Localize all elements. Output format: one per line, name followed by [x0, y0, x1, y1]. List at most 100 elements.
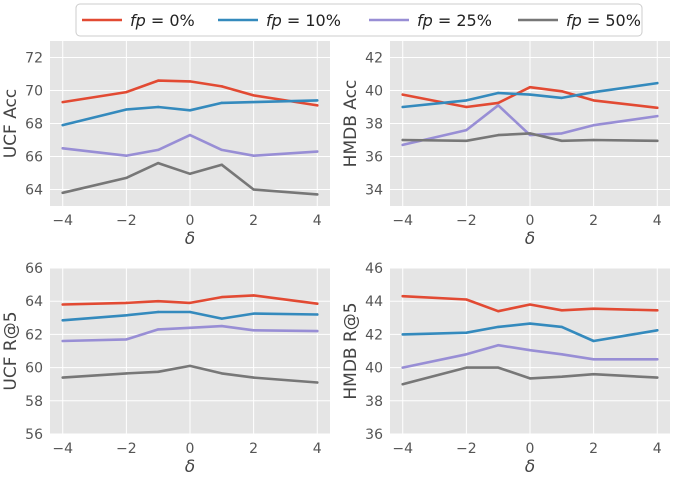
- data-point: [220, 85, 224, 88]
- data-point: [496, 104, 500, 107]
- legend-item: fp = 25%: [369, 11, 492, 30]
- data-point: [220, 163, 224, 166]
- data-point: [528, 377, 532, 380]
- data-point: [401, 105, 404, 109]
- y-axis-label: UCF Acc: [1, 89, 21, 159]
- legend-label: fp = 50%: [566, 11, 641, 30]
- data-point: [220, 295, 224, 299]
- data-point: [560, 132, 564, 135]
- data-point: [316, 329, 319, 333]
- data-point: [252, 100, 255, 104]
- y-tick-label: 44: [365, 294, 383, 310]
- y-tick-label: 36: [365, 150, 383, 166]
- data-point: [560, 325, 564, 329]
- data-point: [560, 309, 564, 312]
- y-tick-label: 58: [25, 394, 43, 410]
- data-point: [125, 90, 128, 94]
- data-point: [61, 147, 64, 150]
- data-point: [401, 138, 404, 142]
- x-tick-label: 2: [589, 213, 598, 229]
- legend-label: fp = 10%: [266, 11, 341, 30]
- legend-item: fp = 50%: [518, 11, 641, 30]
- x-tick-label: −2: [456, 213, 477, 229]
- data-point: [592, 373, 595, 376]
- x-axis-label: δ: [525, 457, 535, 477]
- data-point: [188, 310, 192, 314]
- x-tick-label: −2: [456, 441, 477, 457]
- y-tick-label: 68: [25, 117, 43, 133]
- data-point: [188, 133, 192, 137]
- data-point: [656, 358, 659, 361]
- data-point: [252, 188, 255, 191]
- data-point: [125, 314, 128, 317]
- data-point: [496, 366, 500, 369]
- data-point: [61, 100, 64, 104]
- x-tick-label: 4: [653, 213, 662, 229]
- legend-item: fp = 0%: [82, 11, 195, 30]
- y-tick-label: 38: [365, 394, 383, 410]
- data-point: [252, 294, 255, 297]
- data-point: [156, 148, 160, 152]
- x-tick-label: −4: [52, 213, 73, 229]
- data-point: [125, 301, 128, 305]
- data-point: [252, 376, 255, 379]
- data-point: [592, 123, 595, 127]
- data-point: [560, 375, 564, 378]
- x-tick-label: −2: [116, 441, 137, 457]
- data-point: [156, 161, 160, 165]
- data-point: [61, 319, 64, 322]
- data-point: [125, 108, 128, 111]
- data-point: [316, 302, 319, 305]
- data-point: [560, 90, 564, 93]
- data-point: [156, 79, 160, 82]
- y-axis-label: HMDB R@5: [341, 302, 361, 399]
- data-point: [465, 139, 468, 143]
- x-tick-label: 0: [526, 441, 535, 457]
- x-tick-label: −2: [116, 213, 137, 229]
- data-point: [656, 139, 659, 143]
- y-tick-label: 62: [25, 327, 43, 343]
- data-point: [61, 376, 64, 379]
- legend-label: fp = 0%: [130, 11, 195, 30]
- data-point: [560, 353, 564, 356]
- y-tick-label: 40: [365, 361, 383, 377]
- data-point: [125, 176, 128, 180]
- x-axis-label: δ: [185, 229, 195, 249]
- data-point: [61, 191, 64, 194]
- data-point: [252, 329, 255, 332]
- data-point: [156, 105, 160, 109]
- data-point: [528, 303, 532, 306]
- data-point: [401, 383, 404, 386]
- data-point: [401, 333, 404, 336]
- data-point: [401, 93, 404, 96]
- y-axis-label: HMDB Acc: [341, 80, 361, 168]
- data-point: [125, 338, 128, 341]
- y-tick-label: 66: [25, 261, 43, 277]
- data-point: [528, 322, 532, 325]
- data-point: [592, 90, 595, 94]
- data-point: [61, 303, 64, 306]
- data-point: [528, 348, 532, 352]
- data-point: [220, 324, 224, 328]
- data-point: [656, 309, 659, 312]
- data-point: [316, 99, 319, 102]
- data-point: [465, 99, 468, 102]
- panel-hmdb-r5: 36 38 40 42 44 46 −4 −2 0 2 4 δ HMDB R@5: [341, 261, 670, 477]
- y-tick-label: 42: [365, 51, 383, 67]
- data-point: [61, 339, 64, 343]
- y-tick-label: 64: [25, 294, 43, 310]
- data-point: [252, 312, 255, 315]
- legend: fp = 0% fp = 10% fp = 25% fp = 50%: [75, 3, 643, 37]
- data-point: [188, 109, 192, 112]
- data-point: [465, 366, 468, 369]
- data-point: [401, 143, 404, 147]
- data-point: [156, 310, 160, 314]
- panel-ucf-r5: 56 58 60 62 64 66 −4 −2 0 2 4 δ UCF R@5: [1, 261, 330, 477]
- x-tick-label: 4: [313, 441, 322, 457]
- data-point: [496, 101, 500, 105]
- data-point: [220, 101, 224, 105]
- y-tick-label: 72: [25, 51, 43, 67]
- panel-ucf-acc: 64 66 68 70 72 −4 −2 0 2 4 δ UCF Acc: [1, 41, 330, 249]
- data-point: [496, 133, 500, 137]
